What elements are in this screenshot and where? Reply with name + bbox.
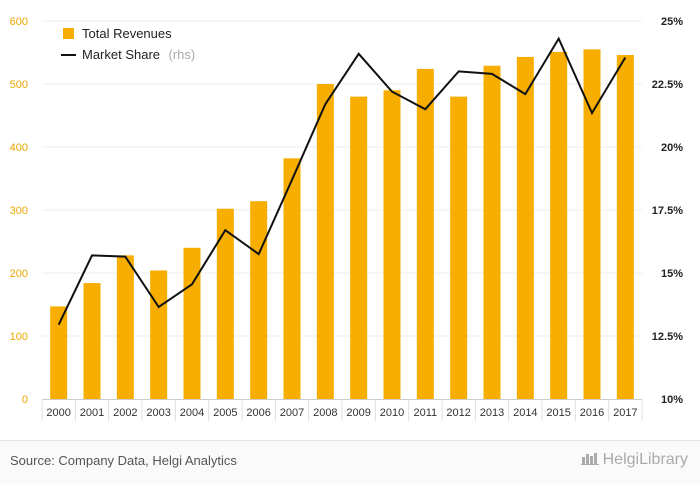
revenue-bar [416, 68, 434, 399]
revenue-bar [50, 306, 68, 399]
gridlines [42, 20, 642, 337]
x-tick-label: 2008 [313, 407, 337, 419]
legend-line-label: Market Share [82, 47, 160, 62]
x-tick-label: 2000 [46, 407, 70, 419]
legend-bar-label: Total Revenues [82, 26, 172, 41]
x-tick-label: 2016 [580, 407, 604, 419]
y2-tick-label: 15% [661, 268, 683, 280]
revenue-bars [50, 49, 634, 400]
source-note: Source: Company Data, Helgi Analytics [10, 453, 237, 468]
x-tick-label: 2009 [346, 407, 370, 419]
revenue-bar [383, 90, 401, 400]
revenue-bar [116, 255, 134, 399]
legend-line-label-wrap: Market Share (rhs) [82, 46, 195, 63]
footer: Source: Company Data, Helgi Analytics He… [0, 440, 700, 484]
revenue-bar [150, 270, 168, 399]
y-tick-label: 600 [10, 16, 28, 28]
market-share-line-group [57, 36, 627, 326]
y2-tick-label: 20% [661, 142, 683, 154]
x-tick-label: 2017 [613, 407, 637, 419]
revenue-bar [83, 283, 101, 399]
revenue-bar [583, 49, 601, 399]
y2-tick-label: 25% [661, 16, 683, 28]
x-tick-label: 2014 [513, 407, 537, 419]
brand-name: HelgiLibrary [602, 451, 688, 468]
x-axis: 2000 2001 2002 2003 2004 2005 2006 2007 2008 2009… [41, 399, 643, 421]
y-tick-label: 200 [10, 268, 28, 280]
y-tick-label: 400 [10, 142, 28, 154]
revenue-bar [483, 65, 501, 399]
x-tick-label: 2011 [414, 407, 438, 419]
brand-logo: HelgiLibrary [580, 451, 688, 469]
x-tick-label: 2006 [246, 407, 270, 419]
y-tick-label: 0 [22, 394, 28, 406]
revenue-bar [550, 51, 568, 400]
y2-tick-label: 22.5% [652, 79, 683, 91]
market-share-line [57, 36, 627, 326]
revenue-bar [183, 247, 201, 399]
revenue-bar [216, 208, 234, 399]
y-tick-label: 100 [10, 331, 28, 343]
x-tick-label: 2002 [113, 407, 137, 419]
legend: Total Revenues Market Share (rhs) [61, 26, 195, 63]
y-tick-label: 300 [10, 205, 28, 217]
y2-tick-label: 10% [661, 394, 683, 406]
revenue-bar [250, 201, 268, 399]
x-tick-label: 2012 [446, 407, 470, 419]
y2-tick-label: 17.5% [652, 205, 683, 217]
helgi-building-icon [580, 453, 599, 465]
right-axis: 10% 12.5% 15% 17.5% 20% 22.5% 25% [652, 16, 683, 406]
revenue-bar [316, 84, 334, 399]
x-tick-label: 2007 [280, 407, 304, 419]
revenue-bar [616, 55, 634, 400]
x-tick-label: 2003 [146, 407, 170, 419]
x-tick-label: 2015 [546, 407, 570, 419]
revenue-bar [450, 96, 468, 399]
revenue-bar [516, 56, 534, 399]
x-tick-label: 2013 [480, 407, 504, 419]
x-tick-label: 2001 [80, 407, 104, 419]
legend-bar-swatch [63, 28, 74, 39]
x-tick-label: 2010 [380, 407, 404, 419]
y2-tick-label: 12.5% [652, 331, 683, 343]
legend-line-suffix: (rhs) [169, 47, 196, 62]
x-tick-label: 2005 [213, 407, 237, 419]
left-axis: 0 100 200 300 400 500 600 [10, 16, 28, 406]
revenue-bar [283, 158, 301, 399]
revenue-bar [350, 96, 368, 399]
chart: 0 100 200 300 400 500 600 10% 12.5% 15% 17.5% 20% 2… [10, 16, 683, 421]
y-tick-label: 500 [10, 79, 28, 91]
x-tick-label: 2004 [180, 407, 204, 419]
